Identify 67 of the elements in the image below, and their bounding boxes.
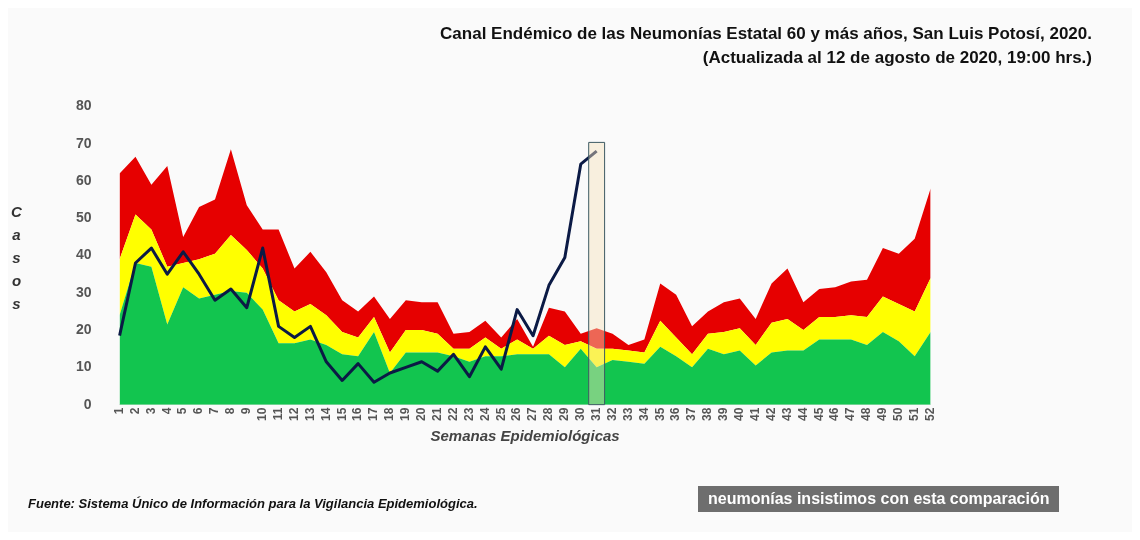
x-tick-label: 28 (541, 407, 556, 422)
x-tick-label: 11 (270, 407, 285, 421)
x-tick-label: 10 (255, 407, 270, 422)
x-tick-label: 49 (875, 407, 890, 422)
x-tick-label: 5 (175, 407, 190, 415)
y-tick-label: 10 (75, 358, 92, 375)
y-tick-label: 50 (75, 209, 92, 226)
x-tick-label: 44 (795, 407, 810, 422)
x-tick-label: 16 (350, 407, 365, 422)
x-tick-label: 24 (477, 407, 492, 422)
x-tick-label: 35 (652, 407, 667, 422)
chart-subtitle: (Actualizada al 12 de agosto de 2020, 19:00 hrs.) (701, 47, 1092, 69)
x-tick-label: 39 (716, 407, 731, 422)
x-tick-label: 36 (668, 407, 683, 422)
x-tick-label: 32 (604, 407, 619, 422)
source-note: Fuente: Sistema Único de Información para la Vigilancia Epidemiológica. (28, 496, 478, 511)
x-tick-label: 9 (239, 407, 254, 415)
x-tick-label: 30 (573, 407, 588, 422)
x-tick-label: 23 (461, 407, 476, 422)
x-tick-label: 27 (525, 407, 540, 422)
x-tick-label: 2 (127, 407, 142, 415)
y-tick-label: 0 (83, 395, 92, 412)
x-tick-label: 52 (922, 407, 937, 422)
x-tick-label: 7 (207, 407, 222, 415)
x-tick-label: 21 (429, 407, 444, 422)
x-tick-label: 29 (557, 407, 572, 422)
y-tick-label: 80 (75, 97, 92, 114)
x-tick-label: 31 (588, 407, 603, 422)
x-tick-label: 17 (366, 407, 381, 422)
x-axis-title: Semanas Epidemiológicas (430, 427, 620, 445)
y-tick-label: 30 (75, 283, 92, 300)
y-tick-label: 40 (75, 246, 92, 263)
x-tick-label: 3 (143, 407, 158, 415)
text: neumonías insistimos con esta comparación (698, 486, 1060, 512)
x-tick-label: 37 (684, 407, 699, 422)
x-tick-label: 6 (191, 407, 206, 415)
x-tick-label: 4 (159, 407, 174, 415)
x-tick-label: 12 (286, 407, 301, 422)
y-tick-label: 70 (75, 134, 92, 151)
x-tick-label: 8 (223, 407, 238, 415)
x-tick-label: 46 (827, 407, 842, 422)
x-tick-label: 18 (382, 407, 397, 422)
x-tick-label: 13 (302, 407, 317, 422)
y-tick-label: 60 (75, 171, 92, 188)
y-tick-label: 20 (75, 320, 92, 337)
x-tick-label: 38 (700, 407, 715, 422)
x-tick-label: 41 (747, 407, 762, 422)
x-tick-label: 26 (509, 407, 524, 422)
x-tick-label: 14 (318, 407, 333, 422)
x-tick-label: 15 (334, 407, 349, 422)
x-tick-label: 45 (811, 407, 826, 422)
x-tick-label: 33 (620, 407, 635, 422)
y-axis-title: Casos (8, 202, 26, 318)
x-tick-label: 48 (859, 407, 874, 422)
x-tick-label: 20 (414, 407, 429, 422)
x-tick-label: 34 (636, 407, 651, 422)
x-tick-label: 43 (779, 407, 794, 422)
x-tick-label: 25 (493, 407, 508, 422)
x-tick-label: 22 (445, 407, 460, 422)
chart-title: Canal Endémico de las Neumonías Estatal 60 y más años, San Luis Potosí, 2020. (439, 23, 1092, 45)
x-tick-label: 19 (398, 407, 413, 422)
x-tick-label: 42 (763, 407, 778, 422)
x-tick-label: 47 (843, 407, 858, 422)
x-tick-label: 51 (907, 407, 922, 422)
x-tick-label: 1 (111, 407, 126, 415)
x-tick-label: 50 (891, 407, 906, 422)
x-tick-label: 40 (732, 407, 747, 422)
